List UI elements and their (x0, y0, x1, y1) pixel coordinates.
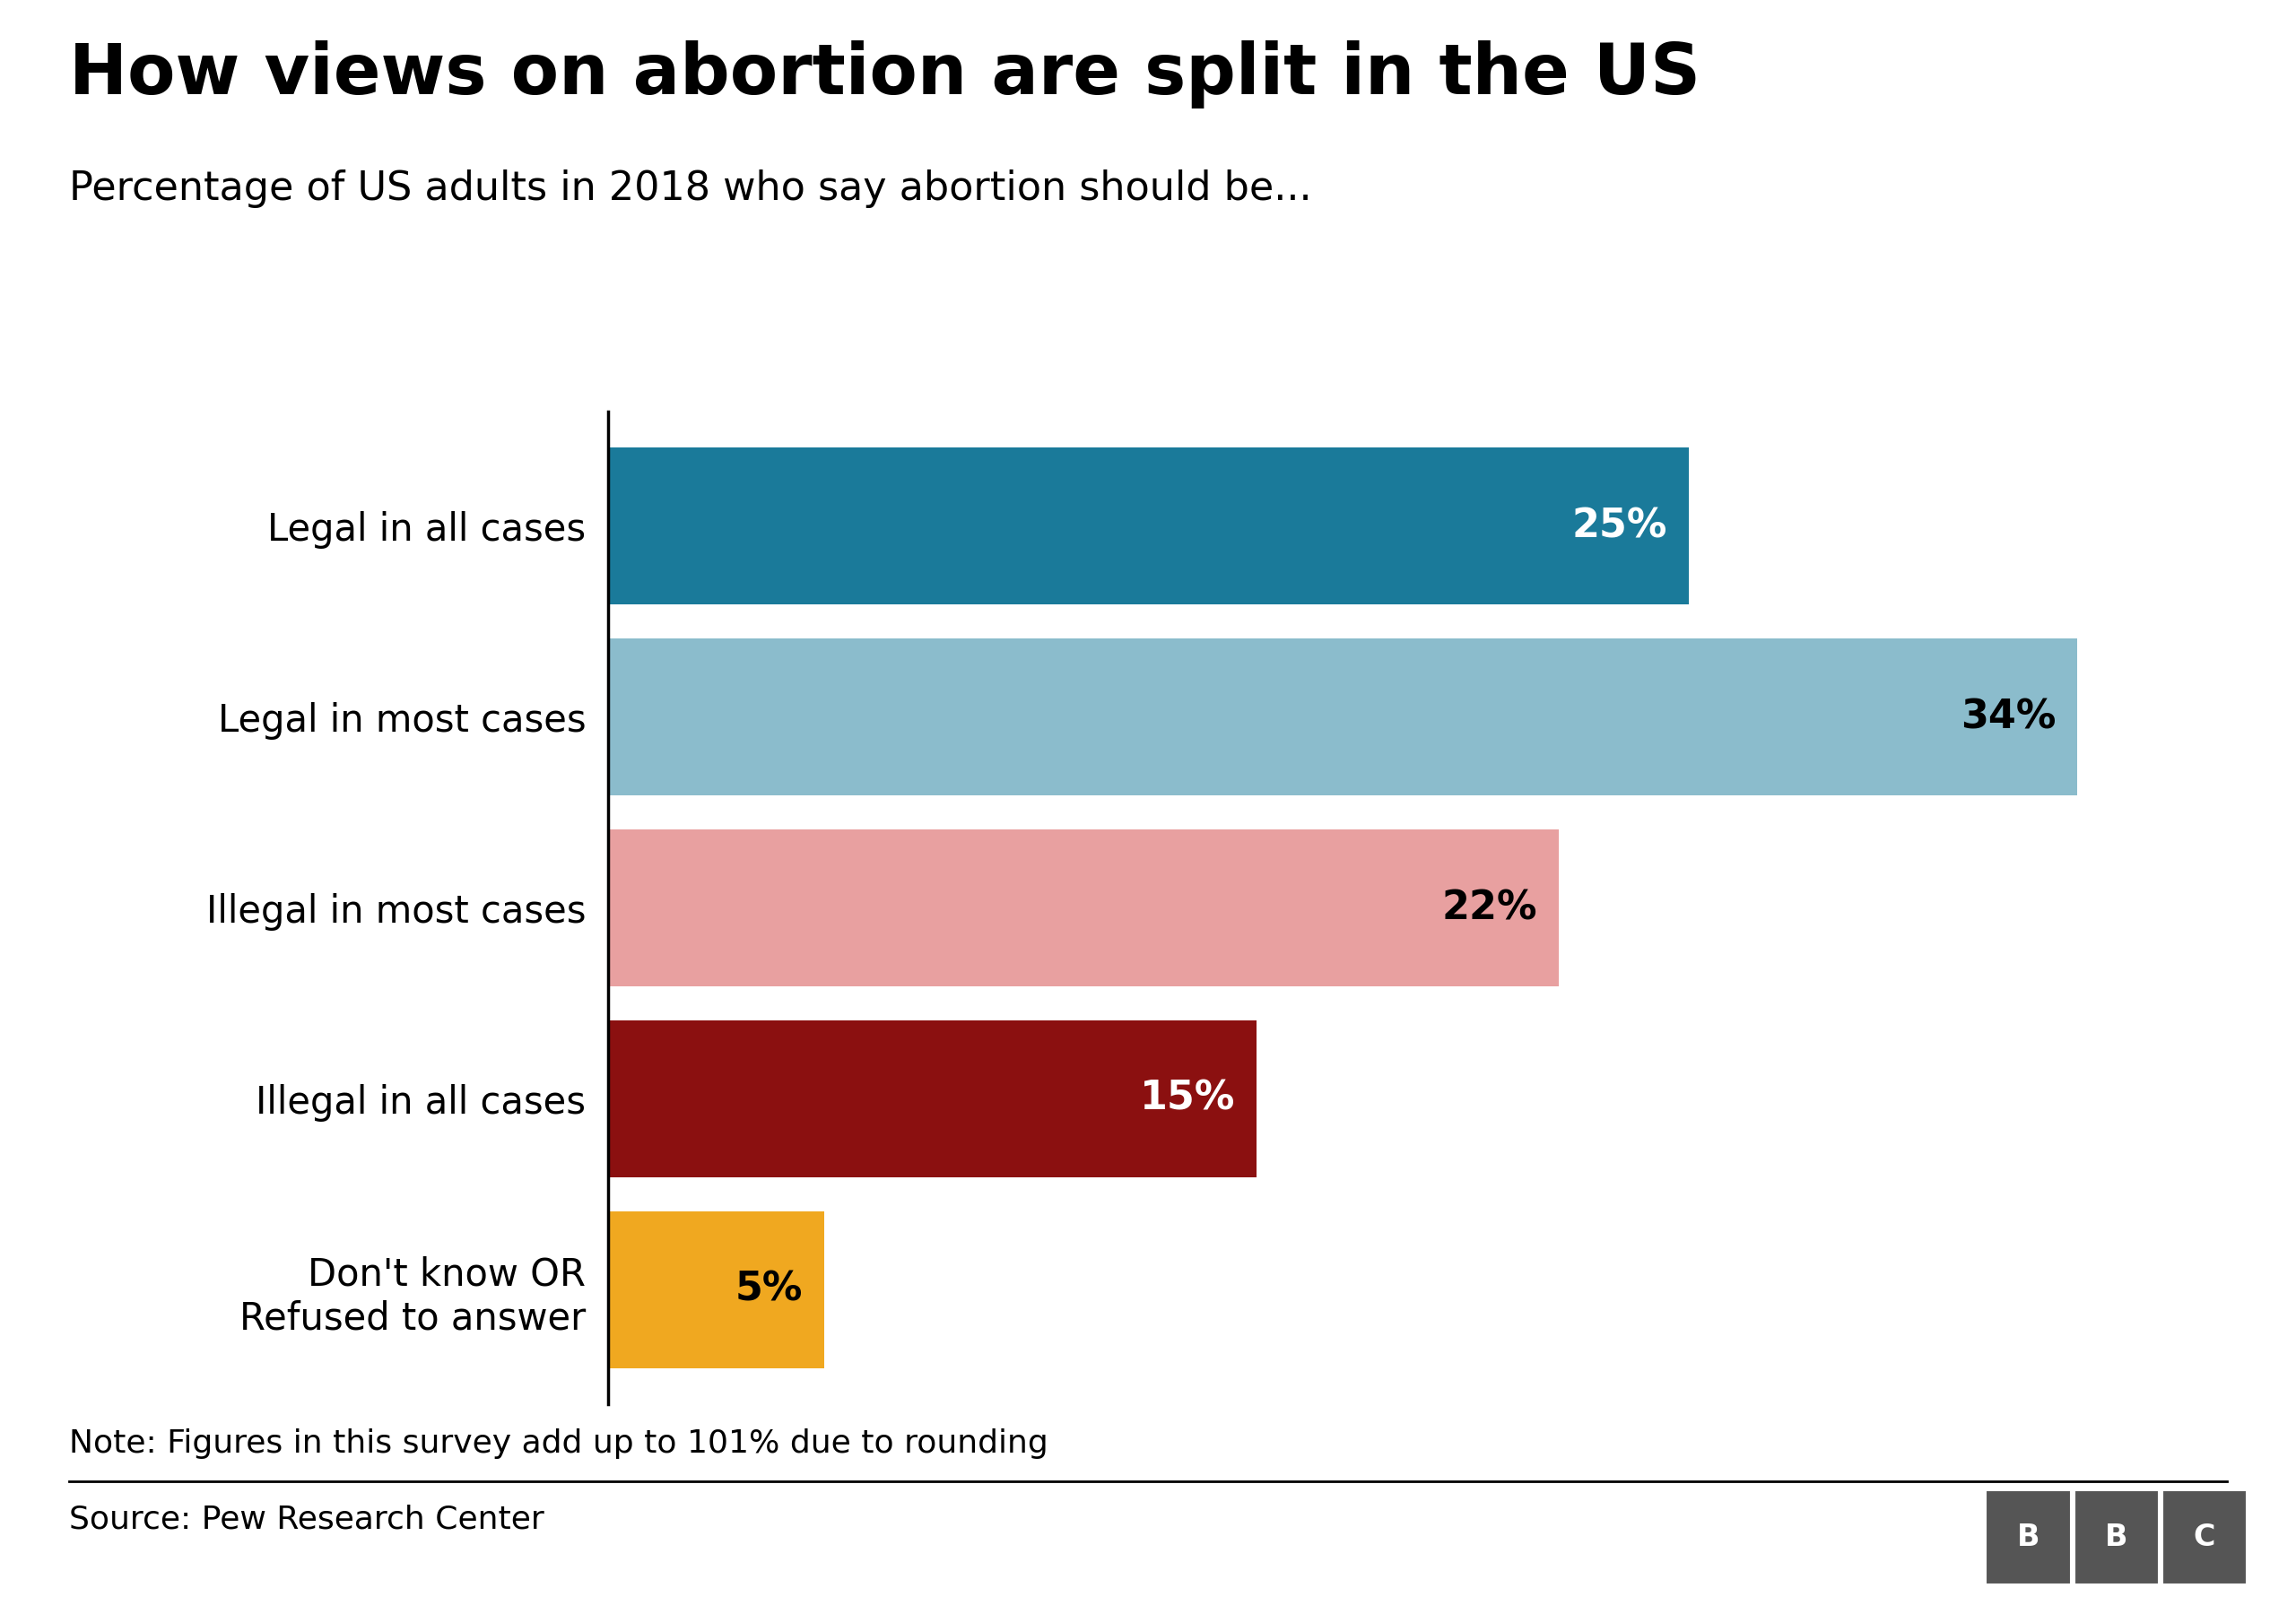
Text: Note: Figures in this survey add up to 101% due to rounding: Note: Figures in this survey add up to 1… (69, 1428, 1047, 1459)
Text: 22%: 22% (1442, 889, 1538, 926)
Bar (608, 447, 1688, 604)
Text: 25%: 25% (1570, 507, 1667, 546)
Text: Percentage of US adults in 2018 who say abortion should be...: Percentage of US adults in 2018 who say … (69, 169, 1311, 208)
Bar (608, 1020, 1256, 1177)
Text: 15%: 15% (1139, 1080, 1235, 1119)
Text: C: C (2193, 1522, 2216, 1553)
Bar (2073, 1490, 2158, 1585)
Text: B: B (2105, 1522, 2128, 1553)
Bar (608, 639, 2078, 796)
Text: How views on abortion are split in the US: How views on abortion are split in the U… (69, 40, 1701, 108)
Text: 5%: 5% (735, 1270, 804, 1309)
Bar (1986, 1490, 2071, 1585)
Bar (2163, 1490, 2245, 1585)
Text: 34%: 34% (1961, 697, 2055, 736)
Bar (608, 1212, 824, 1369)
Text: Source: Pew Research Center: Source: Pew Research Center (69, 1504, 544, 1535)
Text: B: B (2016, 1522, 2039, 1553)
Bar (608, 830, 1559, 986)
